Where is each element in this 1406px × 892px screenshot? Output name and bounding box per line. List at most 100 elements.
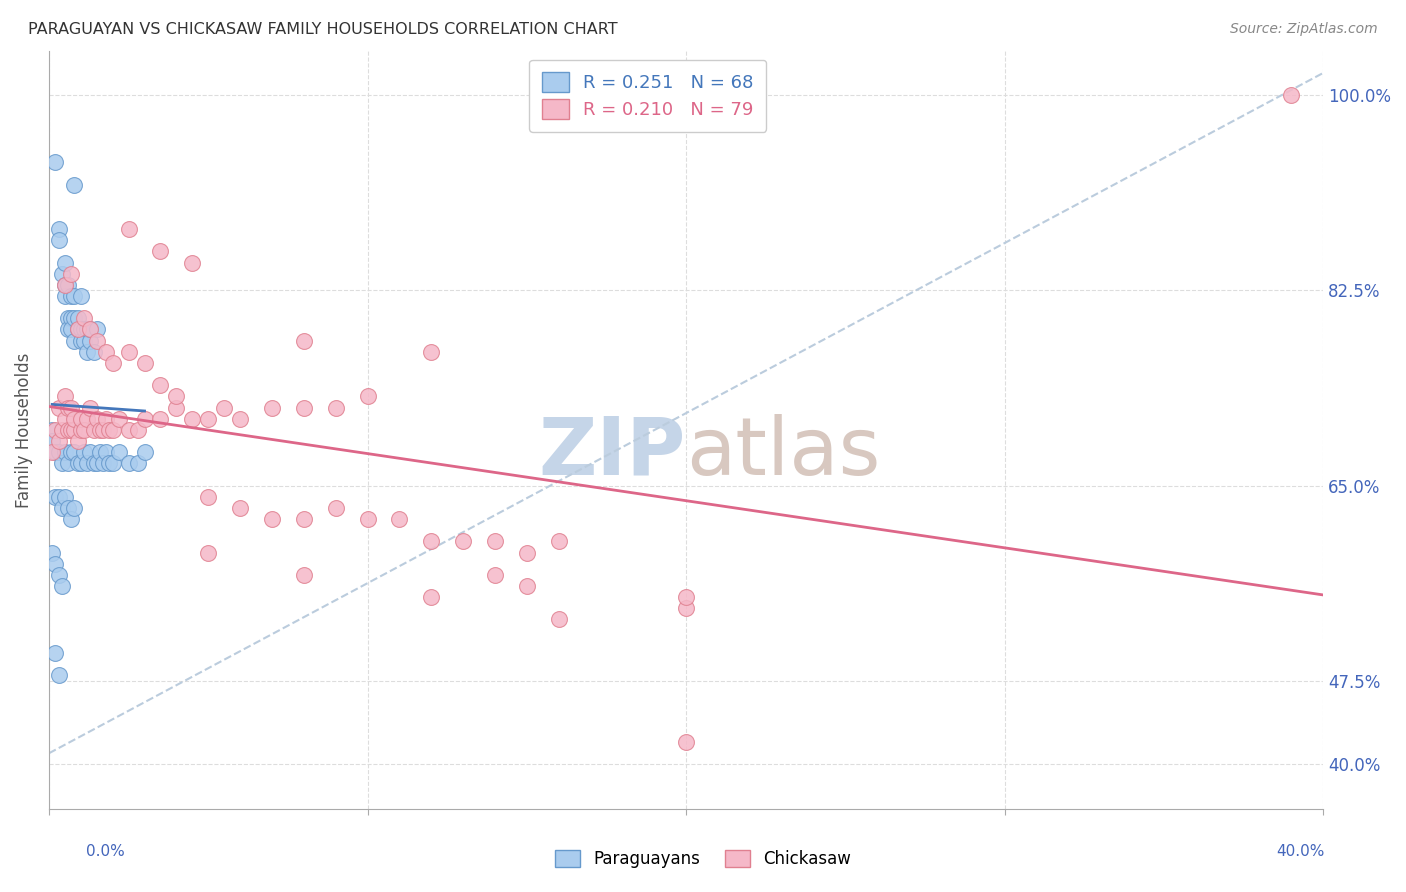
Point bbox=[83, 344, 105, 359]
Point bbox=[53, 445, 76, 459]
Point bbox=[86, 322, 108, 336]
Point bbox=[91, 423, 114, 437]
Point bbox=[547, 612, 569, 626]
Point bbox=[48, 434, 70, 448]
Point bbox=[51, 456, 73, 470]
Point bbox=[76, 456, 98, 470]
Point bbox=[96, 411, 118, 425]
Text: ZIP: ZIP bbox=[538, 414, 686, 491]
Point bbox=[41, 545, 63, 559]
Point bbox=[108, 411, 131, 425]
Point bbox=[101, 356, 124, 370]
Point bbox=[79, 334, 101, 348]
Point bbox=[292, 401, 315, 415]
Point bbox=[212, 401, 235, 415]
Point bbox=[73, 423, 96, 437]
Point bbox=[484, 534, 506, 549]
Point bbox=[53, 255, 76, 269]
Point bbox=[66, 434, 89, 448]
Point bbox=[51, 423, 73, 437]
Point bbox=[108, 445, 131, 459]
Point bbox=[51, 500, 73, 515]
Point bbox=[69, 423, 91, 437]
Point bbox=[60, 401, 83, 415]
Point bbox=[86, 411, 108, 425]
Point bbox=[44, 490, 66, 504]
Point bbox=[56, 401, 79, 415]
Point bbox=[451, 534, 474, 549]
Point bbox=[79, 401, 101, 415]
Point bbox=[60, 311, 83, 326]
Point bbox=[181, 411, 204, 425]
Point bbox=[79, 322, 101, 336]
Point bbox=[101, 423, 124, 437]
Point bbox=[79, 322, 101, 336]
Point bbox=[73, 311, 96, 326]
Point bbox=[292, 334, 315, 348]
Point bbox=[60, 322, 83, 336]
Point bbox=[63, 289, 86, 303]
Point bbox=[1279, 88, 1302, 103]
Point bbox=[56, 456, 79, 470]
Point bbox=[89, 445, 111, 459]
Point bbox=[197, 545, 219, 559]
Point bbox=[181, 255, 204, 269]
Point bbox=[76, 322, 98, 336]
Text: Source: ZipAtlas.com: Source: ZipAtlas.com bbox=[1230, 22, 1378, 37]
Point bbox=[44, 646, 66, 660]
Point bbox=[89, 423, 111, 437]
Point bbox=[420, 344, 443, 359]
Point bbox=[53, 411, 76, 425]
Point bbox=[516, 545, 538, 559]
Point bbox=[48, 445, 70, 459]
Point bbox=[60, 445, 83, 459]
Point bbox=[83, 456, 105, 470]
Point bbox=[63, 500, 86, 515]
Point bbox=[96, 445, 118, 459]
Point bbox=[420, 590, 443, 604]
Point bbox=[675, 735, 697, 749]
Point bbox=[44, 445, 66, 459]
Point bbox=[388, 512, 411, 526]
Point bbox=[51, 579, 73, 593]
Point bbox=[56, 500, 79, 515]
Point bbox=[56, 277, 79, 292]
Point bbox=[197, 411, 219, 425]
Point bbox=[48, 401, 70, 415]
Point bbox=[73, 322, 96, 336]
Point bbox=[86, 334, 108, 348]
Point bbox=[127, 456, 149, 470]
Point bbox=[127, 423, 149, 437]
Point bbox=[325, 401, 347, 415]
Point bbox=[117, 222, 139, 236]
Point bbox=[56, 311, 79, 326]
Point bbox=[60, 423, 83, 437]
Point bbox=[41, 434, 63, 448]
Point bbox=[69, 334, 91, 348]
Point bbox=[292, 567, 315, 582]
Point bbox=[149, 244, 172, 259]
Point bbox=[41, 445, 63, 459]
Point bbox=[48, 233, 70, 247]
Point bbox=[229, 500, 252, 515]
Point bbox=[63, 311, 86, 326]
Y-axis label: Family Households: Family Households bbox=[15, 352, 32, 508]
Point bbox=[56, 423, 79, 437]
Text: PARAGUAYAN VS CHICKASAW FAMILY HOUSEHOLDS CORRELATION CHART: PARAGUAYAN VS CHICKASAW FAMILY HOUSEHOLD… bbox=[28, 22, 617, 37]
Point bbox=[134, 356, 156, 370]
Point bbox=[149, 411, 172, 425]
Point bbox=[69, 322, 91, 336]
Point bbox=[356, 512, 378, 526]
Point bbox=[96, 344, 118, 359]
Point bbox=[117, 456, 139, 470]
Point bbox=[260, 512, 283, 526]
Point bbox=[53, 389, 76, 403]
Point bbox=[63, 423, 86, 437]
Point bbox=[44, 423, 66, 437]
Legend: Paraguayans, Chickasaw: Paraguayans, Chickasaw bbox=[548, 843, 858, 875]
Point bbox=[675, 601, 697, 615]
Point bbox=[60, 267, 83, 281]
Point bbox=[325, 500, 347, 515]
Point bbox=[516, 579, 538, 593]
Point bbox=[48, 567, 70, 582]
